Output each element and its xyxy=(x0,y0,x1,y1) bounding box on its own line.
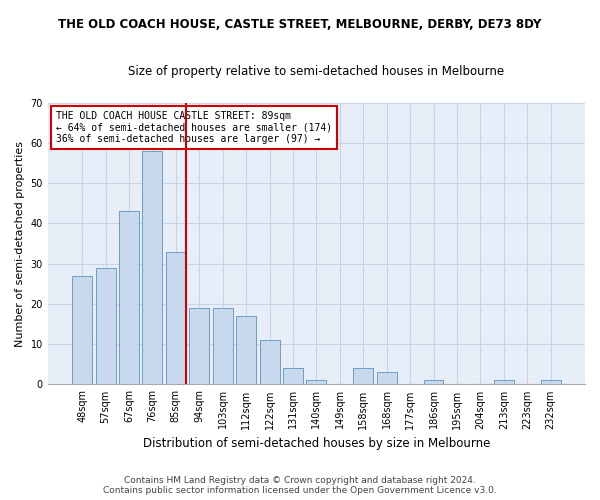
Bar xyxy=(283,368,303,384)
Bar xyxy=(377,372,397,384)
Bar xyxy=(236,316,256,384)
Bar xyxy=(353,368,373,384)
Y-axis label: Number of semi-detached properties: Number of semi-detached properties xyxy=(15,140,25,346)
Bar xyxy=(424,380,443,384)
Bar xyxy=(307,380,326,384)
Bar xyxy=(119,212,139,384)
Bar xyxy=(142,151,163,384)
Bar xyxy=(72,276,92,384)
X-axis label: Distribution of semi-detached houses by size in Melbourne: Distribution of semi-detached houses by … xyxy=(143,437,490,450)
Text: Contains HM Land Registry data © Crown copyright and database right 2024.
Contai: Contains HM Land Registry data © Crown c… xyxy=(103,476,497,495)
Bar xyxy=(213,308,233,384)
Text: THE OLD COACH HOUSE, CASTLE STREET, MELBOURNE, DERBY, DE73 8DY: THE OLD COACH HOUSE, CASTLE STREET, MELB… xyxy=(58,18,542,30)
Title: Size of property relative to semi-detached houses in Melbourne: Size of property relative to semi-detach… xyxy=(128,65,505,78)
Text: THE OLD COACH HOUSE CASTLE STREET: 89sqm
← 64% of semi-detached houses are small: THE OLD COACH HOUSE CASTLE STREET: 89sqm… xyxy=(56,111,332,144)
Bar xyxy=(541,380,560,384)
Bar xyxy=(190,308,209,384)
Bar xyxy=(95,268,116,384)
Bar xyxy=(260,340,280,384)
Bar xyxy=(494,380,514,384)
Bar xyxy=(166,252,186,384)
